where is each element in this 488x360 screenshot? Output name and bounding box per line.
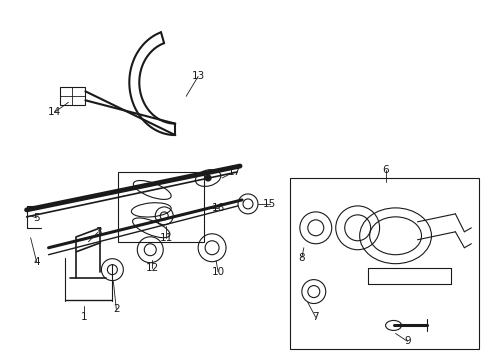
Text: 14: 14 <box>48 107 61 117</box>
Bar <box>60 87 85 105</box>
Text: 10: 10 <box>211 267 224 276</box>
Circle shape <box>204 175 211 181</box>
Text: 9: 9 <box>404 336 410 346</box>
Text: 5: 5 <box>33 213 40 223</box>
Text: 8: 8 <box>298 253 305 263</box>
Bar <box>289 178 478 349</box>
Bar <box>118 172 203 242</box>
Text: 11: 11 <box>159 233 172 243</box>
Text: 6: 6 <box>382 165 388 175</box>
Text: 2: 2 <box>113 305 120 315</box>
Text: 4: 4 <box>33 257 40 267</box>
Text: 7: 7 <box>312 312 319 323</box>
Text: 16: 16 <box>211 203 224 213</box>
Text: 1: 1 <box>81 312 87 323</box>
Text: 12: 12 <box>145 263 159 273</box>
Text: 15: 15 <box>263 199 276 209</box>
Text: 17: 17 <box>227 167 240 177</box>
Text: 3: 3 <box>95 227 102 237</box>
Text: 13: 13 <box>191 71 204 81</box>
